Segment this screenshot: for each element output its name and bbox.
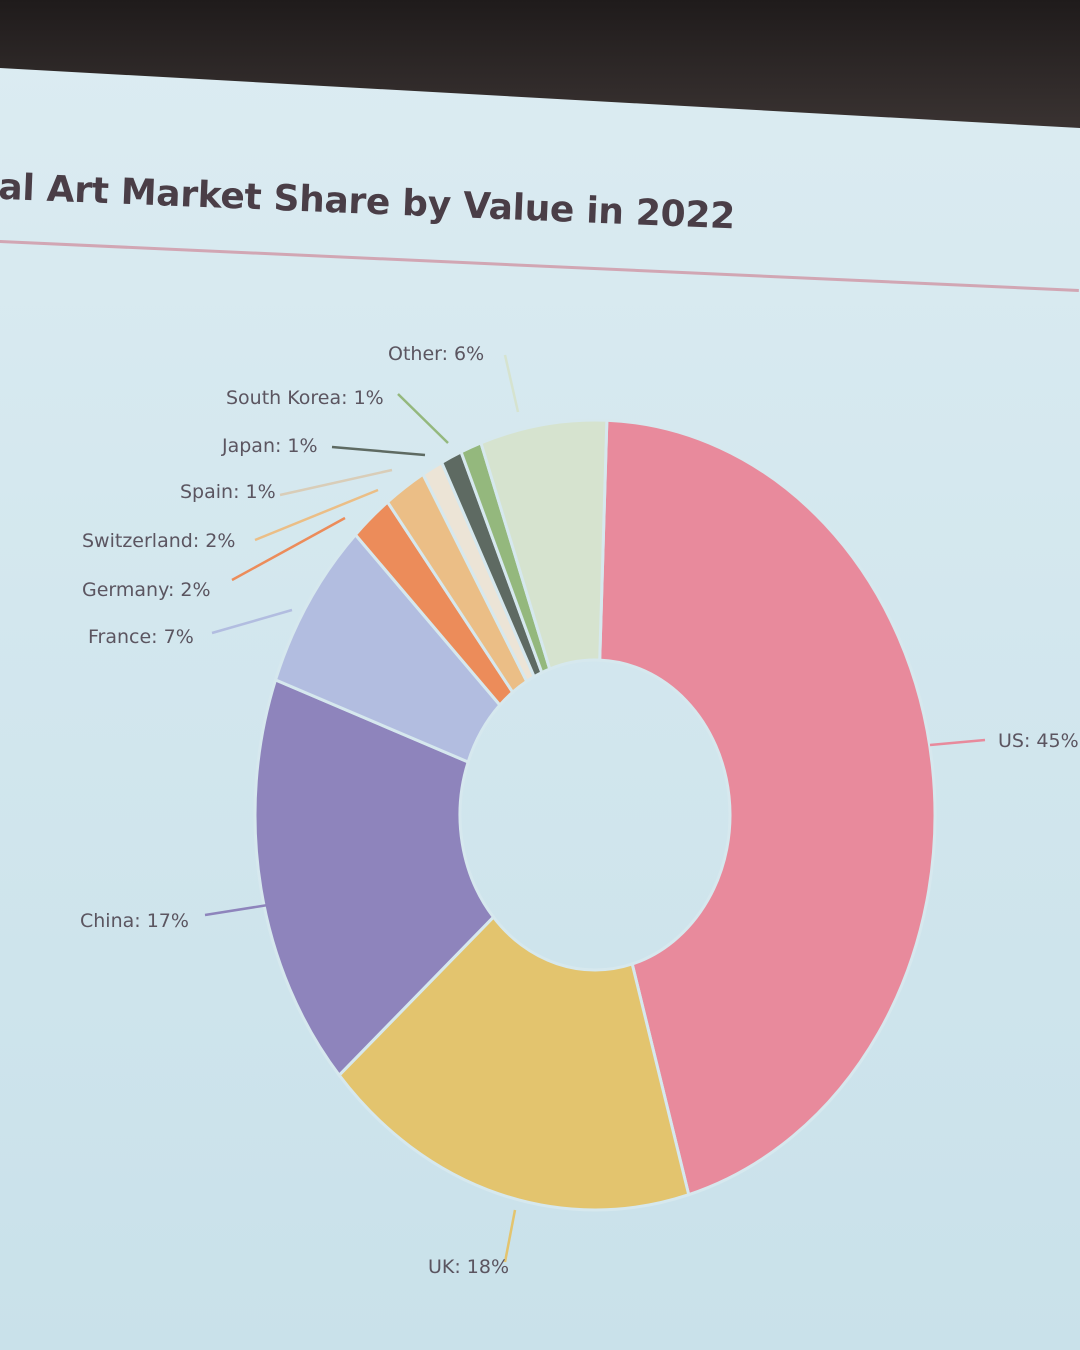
slice-label-germany: Germany: 2% — [82, 579, 211, 601]
leader-line-other — [503, 354, 520, 413]
slice-label-other: Other: 6% — [388, 343, 484, 365]
slice-other — [479, 418, 609, 671]
slice-label-japan: Japan: 1% — [221, 435, 318, 457]
leader-line-china — [204, 903, 269, 917]
leader-line-us — [929, 738, 986, 747]
slice-label-france: France: 7% — [88, 626, 194, 648]
pie-slices — [253, 418, 937, 1212]
leader-line-spain — [279, 468, 393, 497]
slice-uk — [337, 914, 691, 1212]
slice-labels: US: 45% UK: 18% China: 17% France: 7% German… — [80, 343, 1079, 1278]
leader-line-south-korea — [397, 393, 449, 444]
leader-line-uk — [503, 1209, 517, 1263]
leader-line-france — [211, 608, 293, 635]
slice-label-china: China: 17% — [80, 910, 189, 932]
leader-line-germany — [231, 516, 346, 582]
leader-line-japan — [331, 445, 426, 457]
leader-lines — [204, 354, 986, 1263]
slice-label-switzerland: Switzerland: 2% — [82, 530, 235, 552]
slice-label-us: US: 45% — [998, 730, 1079, 752]
slice-label-uk: UK: 18% — [428, 1256, 509, 1278]
leader-line-switzerland — [254, 488, 379, 542]
slice-china — [253, 677, 496, 1078]
slice-label-spain: Spain: 1% — [180, 481, 276, 503]
slice-us — [598, 418, 937, 1197]
slice-label-south-korea: South Korea: 1% — [226, 387, 384, 409]
